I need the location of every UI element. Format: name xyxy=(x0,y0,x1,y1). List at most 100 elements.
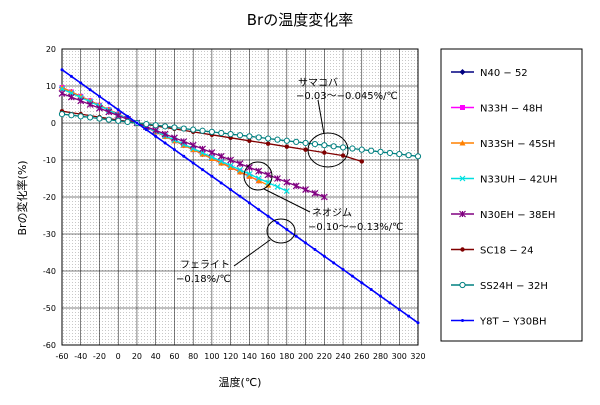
chart-title: Brの温度変化率 xyxy=(247,11,353,29)
legend-item: N33UH − 42UH xyxy=(451,175,557,186)
x-tick-label: 80 xyxy=(188,352,198,361)
data-point xyxy=(143,121,150,128)
data-point xyxy=(459,140,466,146)
data-point xyxy=(322,150,327,155)
data-point xyxy=(359,159,364,164)
series-7 xyxy=(60,68,420,325)
data-point xyxy=(236,160,244,168)
data-point xyxy=(229,188,233,192)
x-tick-label: -60 xyxy=(55,352,68,361)
legend-item: N30EH − 38EH xyxy=(451,210,555,221)
data-point xyxy=(59,86,65,92)
data-point xyxy=(163,141,167,145)
annotation-leader xyxy=(233,239,271,267)
data-point xyxy=(459,210,466,218)
data-point xyxy=(266,214,270,218)
data-point xyxy=(191,161,195,165)
data-point xyxy=(86,101,94,108)
data-point xyxy=(96,115,103,122)
data-point xyxy=(322,254,326,258)
data-point xyxy=(199,151,206,157)
data-point xyxy=(79,81,83,85)
annotation-text: −0.10〜−0.13%/℃ xyxy=(308,222,403,233)
data-point xyxy=(144,128,148,132)
data-point xyxy=(135,121,139,125)
data-point xyxy=(360,281,364,285)
data-point xyxy=(154,134,158,138)
x-axis-label: 温度(℃) xyxy=(219,375,262,389)
data-point xyxy=(161,123,169,130)
data-point xyxy=(201,168,205,172)
data-point xyxy=(115,117,122,124)
data-point xyxy=(246,173,253,179)
data-point xyxy=(274,175,281,182)
data-point xyxy=(60,68,64,72)
series-6 xyxy=(58,111,422,160)
data-point xyxy=(350,274,354,278)
data-point xyxy=(369,288,373,291)
data-point xyxy=(152,126,160,134)
data-point xyxy=(265,141,271,146)
data-point xyxy=(208,128,215,135)
data-point xyxy=(396,150,403,158)
legend-label: SC18 − 24 xyxy=(480,246,534,257)
data-point xyxy=(208,149,216,157)
annotation-leader xyxy=(263,188,311,213)
y-tick-label: -50 xyxy=(43,304,56,313)
legend-item: N33SH − 45SH xyxy=(451,139,555,150)
data-point xyxy=(227,156,235,164)
data-point xyxy=(255,167,263,175)
data-point xyxy=(460,247,465,252)
data-point xyxy=(180,125,187,132)
data-point xyxy=(77,113,84,120)
annotation-circle xyxy=(307,132,349,168)
data-point xyxy=(274,136,281,143)
data-point xyxy=(59,84,65,90)
data-point xyxy=(255,175,262,182)
data-point xyxy=(293,138,300,145)
data-point xyxy=(358,146,365,153)
data-point xyxy=(459,175,466,182)
data-point xyxy=(264,171,272,179)
x-tick-label: 240 xyxy=(335,352,350,361)
data-point xyxy=(236,132,244,139)
x-tick-label: 220 xyxy=(317,352,332,361)
data-point xyxy=(247,201,251,205)
x-tick-label: 320 xyxy=(410,352,425,361)
data-point xyxy=(189,141,197,149)
data-point xyxy=(180,138,188,145)
y-tick-label: -40 xyxy=(43,267,56,276)
data-point xyxy=(97,94,101,98)
data-point xyxy=(377,148,384,155)
annotation-text: ネオジム xyxy=(312,207,352,219)
legend-item: N33H − 48H xyxy=(451,104,543,115)
data-point xyxy=(341,268,345,272)
x-tick-label: -40 xyxy=(74,352,87,361)
data-point xyxy=(247,138,252,143)
data-point xyxy=(368,147,375,154)
data-point xyxy=(69,74,73,78)
data-point xyxy=(172,148,176,152)
y-tick-label: 20 xyxy=(46,45,56,54)
legend-item: SS24H − 32H xyxy=(451,281,548,292)
data-point xyxy=(320,193,328,201)
legend-label: N33SH − 45SH xyxy=(480,139,555,150)
data-point xyxy=(246,133,253,140)
x-tick-label: 140 xyxy=(242,352,257,361)
data-point xyxy=(274,183,281,190)
data-point xyxy=(255,177,262,184)
data-point xyxy=(199,127,206,134)
data-point xyxy=(339,144,347,151)
data-point xyxy=(152,122,159,129)
x-tick-label: 180 xyxy=(279,352,294,361)
data-point xyxy=(257,208,261,212)
data-point xyxy=(96,104,103,112)
legend-label: SS24H − 32H xyxy=(480,281,548,292)
legend-item: Y8T − Y30BH xyxy=(451,317,547,328)
data-point xyxy=(105,116,112,123)
data-point xyxy=(217,152,225,160)
annotation-text: サマコバ xyxy=(298,77,338,89)
data-point xyxy=(340,153,346,158)
x-tick-label: 20 xyxy=(132,352,142,361)
y-tick-label: -20 xyxy=(43,193,56,202)
